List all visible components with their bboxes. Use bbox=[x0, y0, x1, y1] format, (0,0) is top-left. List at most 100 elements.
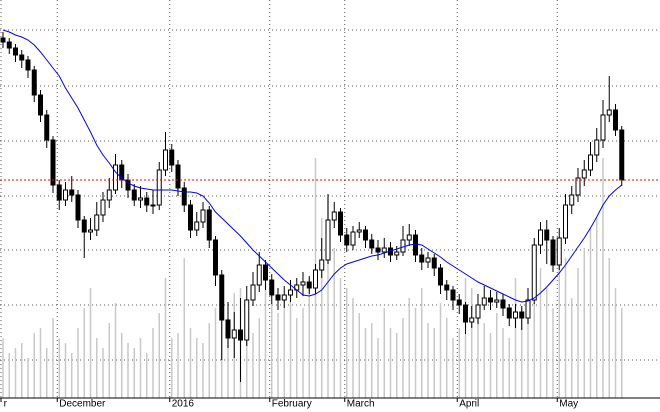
candle-body bbox=[100, 199, 106, 216]
candle-body bbox=[131, 189, 137, 201]
volume-bar bbox=[158, 313, 160, 398]
candle-body bbox=[250, 284, 256, 301]
candle-body bbox=[400, 239, 406, 253]
volume-bar bbox=[596, 218, 598, 398]
volume-bar bbox=[264, 278, 267, 398]
volume-bar bbox=[446, 318, 448, 398]
candle-body bbox=[444, 284, 450, 291]
volume-bar bbox=[552, 308, 554, 398]
volume-bar bbox=[77, 328, 79, 398]
candle-body bbox=[419, 254, 425, 263]
volume-bar bbox=[2, 338, 4, 398]
candle-body bbox=[363, 229, 368, 241]
candle-body bbox=[450, 289, 456, 301]
volume-bar bbox=[533, 303, 535, 398]
volume-bar bbox=[389, 328, 392, 398]
candle-body bbox=[219, 274, 225, 321]
volume-bar bbox=[139, 338, 142, 398]
volume-bar bbox=[339, 278, 342, 398]
volume-bar bbox=[414, 308, 417, 398]
volume-bar bbox=[296, 318, 298, 398]
volume-bar bbox=[383, 308, 385, 398]
candle-body bbox=[463, 304, 468, 323]
volume-bar bbox=[196, 338, 198, 398]
candle-body bbox=[0, 37, 6, 43]
candle-body bbox=[500, 299, 506, 309]
candle-body bbox=[331, 211, 337, 221]
volume-bar bbox=[308, 278, 310, 398]
candle-body bbox=[356, 229, 362, 233]
candle-body bbox=[544, 229, 550, 241]
candle-body bbox=[88, 229, 93, 233]
volume-bar bbox=[14, 348, 17, 398]
candle-body bbox=[150, 204, 156, 207]
candle-body bbox=[606, 109, 612, 116]
volume-bar bbox=[146, 353, 148, 398]
volume-bar bbox=[214, 308, 217, 398]
volume-bar bbox=[577, 268, 579, 398]
volume-bar bbox=[271, 303, 273, 398]
candle-body bbox=[44, 114, 50, 141]
volume-bar bbox=[246, 328, 248, 398]
volume-bar bbox=[114, 303, 117, 398]
candle-body bbox=[138, 197, 143, 201]
candle-body bbox=[438, 267, 443, 286]
volume-bar bbox=[421, 288, 423, 398]
candle-body bbox=[169, 149, 175, 166]
volume-bar bbox=[396, 333, 398, 398]
volume-bar bbox=[427, 323, 429, 398]
volume-bar bbox=[289, 288, 292, 398]
volume-bar bbox=[227, 318, 229, 398]
candle-body bbox=[375, 247, 381, 253]
candle-body bbox=[369, 239, 375, 249]
candle-body bbox=[144, 197, 150, 206]
volume-bar bbox=[402, 318, 404, 398]
volume-bar bbox=[452, 338, 454, 398]
candle-body bbox=[256, 264, 262, 286]
volume-bar bbox=[302, 308, 304, 398]
candle-body bbox=[206, 209, 212, 241]
candle-body bbox=[425, 257, 431, 263]
candle-body bbox=[475, 304, 481, 319]
volume-bar bbox=[252, 333, 254, 398]
x-tick-label: December bbox=[59, 399, 106, 410]
candle-body bbox=[19, 54, 25, 61]
candle-body bbox=[25, 59, 31, 71]
candle-body bbox=[619, 129, 625, 181]
volume-bar bbox=[83, 308, 85, 398]
volume-bar bbox=[358, 313, 360, 398]
candle-body bbox=[575, 177, 581, 196]
volume-bar bbox=[514, 278, 517, 398]
volume-bar bbox=[539, 268, 542, 398]
candle-body bbox=[244, 299, 250, 341]
candle-body bbox=[494, 299, 500, 303]
volume-bar bbox=[546, 288, 548, 398]
candle-body bbox=[581, 169, 587, 179]
volume-bar bbox=[496, 313, 498, 398]
candle-body bbox=[413, 234, 418, 256]
volume-bar bbox=[502, 328, 504, 398]
candle-body bbox=[381, 247, 387, 253]
candle-body bbox=[513, 311, 518, 319]
volume-bar bbox=[558, 238, 560, 398]
candle-body bbox=[325, 219, 331, 261]
candle-body bbox=[350, 231, 356, 246]
volume-bar bbox=[58, 338, 60, 398]
candle-body bbox=[75, 194, 81, 221]
candle-body bbox=[13, 47, 18, 56]
candle-body bbox=[6, 41, 12, 49]
candle-body bbox=[306, 281, 312, 289]
candle-body bbox=[431, 257, 437, 269]
volume-bar bbox=[483, 323, 485, 398]
candle-body bbox=[69, 189, 75, 196]
volume-bar bbox=[589, 228, 592, 398]
candle-body bbox=[263, 264, 268, 281]
x-tick-label: 2016 bbox=[172, 399, 195, 410]
volume-bar bbox=[189, 328, 192, 398]
volume-bar bbox=[164, 278, 167, 398]
volume-bar bbox=[121, 333, 123, 398]
volume-bar bbox=[71, 353, 73, 398]
x-tick-label: February bbox=[272, 399, 312, 410]
volume-bar bbox=[327, 198, 329, 398]
candle-body bbox=[488, 297, 493, 303]
